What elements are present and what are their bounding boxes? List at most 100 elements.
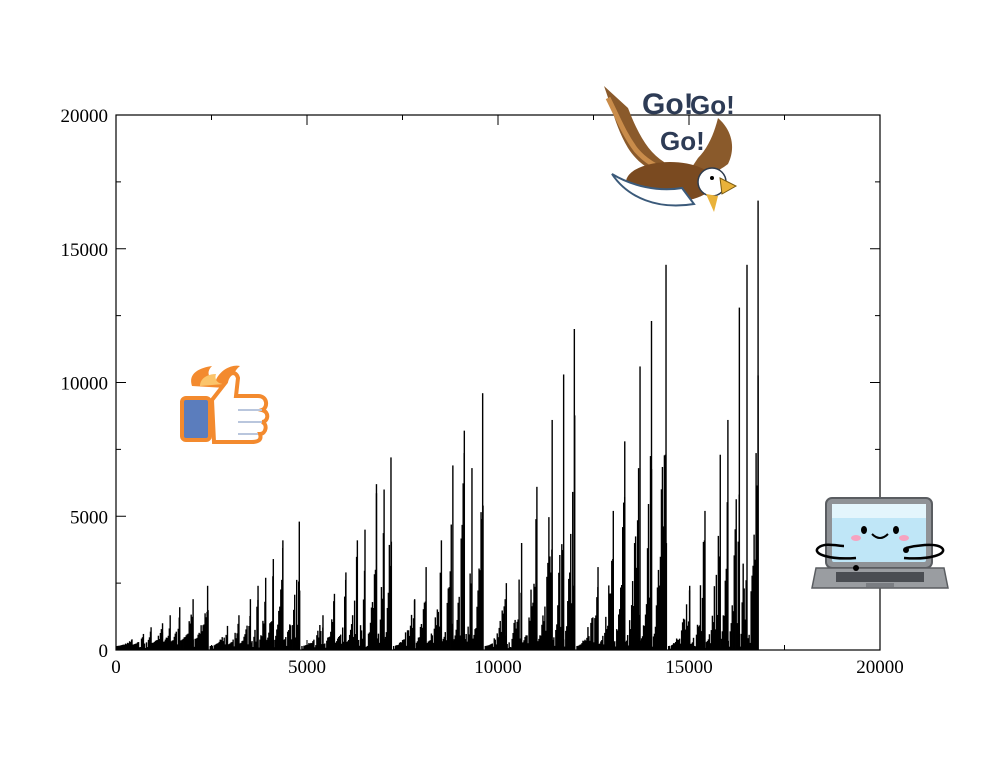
bar: [567, 601, 569, 650]
bar: [230, 642, 232, 650]
bar: [331, 619, 333, 650]
bar: [264, 601, 266, 650]
bar: [470, 583, 472, 650]
bar: [270, 622, 272, 650]
bar: [577, 645, 579, 650]
bar: [188, 621, 190, 650]
bar: [677, 639, 680, 650]
bar: [365, 646, 368, 650]
bar: [255, 641, 257, 650]
bar: [404, 632, 407, 650]
bar: [183, 637, 185, 650]
bar: [140, 638, 143, 650]
bar: [630, 605, 633, 650]
bar: [214, 644, 216, 650]
bar: [554, 645, 556, 650]
bar: [359, 625, 362, 650]
bar: [303, 645, 305, 650]
bar: [683, 619, 686, 650]
bar: [463, 430, 466, 650]
bar: [454, 635, 456, 650]
bar: [320, 631, 322, 650]
x-tick-label: 10000: [474, 657, 522, 678]
bar: [624, 441, 626, 650]
bar: [128, 641, 131, 650]
bar: [163, 641, 166, 650]
bar: [174, 633, 176, 650]
bar: [730, 623, 732, 650]
bar: [743, 588, 745, 650]
bar: [622, 527, 624, 650]
bar: [170, 641, 173, 650]
bar: [151, 642, 154, 650]
bar: [157, 635, 160, 650]
bar: [449, 571, 451, 650]
bar: [247, 644, 249, 650]
bar: [515, 628, 517, 650]
bar: [618, 614, 620, 650]
bar: [556, 624, 558, 650]
y-tick-label: 15000: [61, 240, 109, 261]
bar: [458, 596, 460, 650]
bar: [663, 455, 666, 650]
bar: [631, 581, 634, 650]
bar: [625, 640, 628, 650]
bar: [504, 599, 506, 650]
bar: [393, 648, 396, 650]
bar: [582, 640, 584, 650]
bar: [746, 264, 748, 650]
bars-group: [116, 200, 759, 651]
bar: [511, 638, 513, 650]
thumbs-up-sticker: [178, 362, 270, 444]
bar: [517, 619, 519, 650]
bar: [161, 623, 164, 650]
bar: [518, 579, 520, 650]
bar: [390, 457, 392, 650]
bar: [697, 626, 700, 650]
bar: [221, 637, 223, 650]
laptop-sticker: [810, 496, 950, 598]
bar: [603, 644, 605, 650]
bar: [583, 641, 585, 650]
bar: [432, 642, 435, 650]
bar: [481, 393, 484, 650]
bar: [235, 638, 237, 650]
bar: [238, 615, 240, 650]
bar: [695, 634, 698, 650]
bar: [218, 641, 220, 650]
bar: [358, 645, 361, 650]
bar: [196, 637, 198, 650]
bar: [468, 634, 470, 650]
bar: [503, 606, 505, 650]
bar: [512, 632, 514, 650]
bar: [452, 465, 454, 650]
bar: [734, 529, 736, 650]
bar: [240, 642, 242, 650]
bar: [155, 640, 158, 650]
bar: [642, 625, 645, 650]
bar: [437, 611, 440, 650]
bar: [206, 585, 209, 650]
bar: [117, 645, 120, 650]
bar: [590, 622, 592, 650]
bar: [310, 642, 312, 650]
bar: [372, 608, 375, 650]
bar: [326, 640, 328, 650]
bar: [570, 533, 572, 650]
bar: [660, 489, 663, 650]
bar: [139, 647, 142, 650]
bar: [477, 590, 479, 650]
bar: [536, 486, 538, 650]
bar: [576, 645, 578, 650]
bar: [732, 611, 734, 650]
bar: [562, 550, 564, 650]
bar: [243, 636, 245, 650]
bar: [755, 453, 757, 650]
bar: [308, 643, 310, 650]
bar: [118, 645, 121, 650]
bar: [558, 572, 560, 650]
bar: [742, 563, 744, 650]
bar: [701, 597, 704, 650]
bar: [627, 645, 630, 650]
bar: [707, 639, 710, 650]
